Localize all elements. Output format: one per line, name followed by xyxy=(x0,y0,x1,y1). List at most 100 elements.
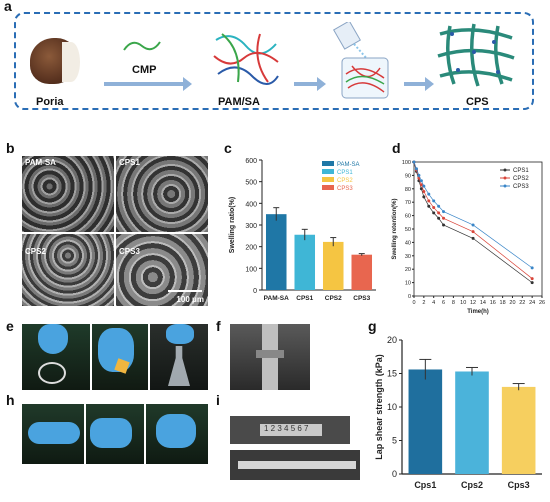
legend-marker xyxy=(503,184,507,188)
panel-label-e: e xyxy=(6,318,14,334)
cmp-label: CMP xyxy=(132,64,157,76)
scale-bar-label: 100 μm xyxy=(176,295,204,304)
y-tick-label: 15 xyxy=(387,369,397,379)
y-tick-label: 40 xyxy=(405,240,411,246)
x-axis-label: Time(h) xyxy=(467,309,489,315)
y-tick-label: 10 xyxy=(387,402,397,412)
bar-cps3 xyxy=(501,386,536,474)
x-tick-label: 8 xyxy=(452,300,455,306)
bar-cps1 xyxy=(408,369,443,474)
photo-e3 xyxy=(150,324,208,390)
x-tick-label: 6 xyxy=(442,300,445,306)
legend-marker xyxy=(503,168,507,172)
data-point-cps2 xyxy=(427,199,431,203)
photo-e1 xyxy=(22,324,90,390)
panel-label-d: d xyxy=(392,140,401,156)
y-axis-label: Lap shear strength (kPa) xyxy=(374,354,384,460)
sem-tile-label: PAM-SA xyxy=(25,158,56,167)
cmp-strand xyxy=(123,41,161,51)
y-tick-label: 100 xyxy=(245,266,257,273)
chart-swelling-ratio: 0 100 200 300 400 500 600 PAM-SA CPS1 CPS2 CPS3 Swe… xyxy=(229,158,376,302)
scale-bar xyxy=(168,290,202,292)
sem-tile-cps1: CPS1 xyxy=(116,156,208,232)
x-tick-label: 20 xyxy=(509,300,515,306)
bar-cps1 xyxy=(294,234,316,290)
y-tick-label: 20 xyxy=(387,335,397,345)
x-tick-label: 10 xyxy=(460,300,466,306)
schematic-frame xyxy=(14,12,534,110)
legend-label: CPS1 xyxy=(513,168,529,174)
legend-swatch xyxy=(322,185,334,190)
data-point-cps3 xyxy=(419,179,423,183)
x-tick-label: 18 xyxy=(500,300,506,306)
beaker-illustration xyxy=(333,22,389,99)
x-tick-label: CPS1 xyxy=(296,295,313,302)
pamsa-network xyxy=(213,33,279,85)
data-point-cps1 xyxy=(437,216,441,220)
y-tick-label: 400 xyxy=(245,201,257,208)
photo-i1: 1 2 3 4 5 6 7 xyxy=(230,416,350,444)
data-point-cps2 xyxy=(530,277,534,281)
data-point-cps3 xyxy=(471,223,475,227)
legend-label: CPS3 xyxy=(513,184,529,190)
x-tick-label: 2 xyxy=(422,300,425,306)
data-point-cps1 xyxy=(530,281,534,285)
data-point-cps3 xyxy=(432,199,436,203)
data-point-cps2 xyxy=(442,216,446,220)
x-tick-label: 14 xyxy=(480,300,486,306)
ruler-markings: 1 2 3 4 5 6 7 xyxy=(264,424,309,433)
arrow-3 xyxy=(404,77,434,91)
y-tick-label: 70 xyxy=(405,200,411,206)
arrow-1 xyxy=(104,77,192,91)
data-point-cps2 xyxy=(432,206,436,210)
data-point-cps3 xyxy=(442,210,446,214)
y-axis-label: Swelling retention(%) xyxy=(392,198,398,259)
data-point-cps2 xyxy=(437,211,441,215)
x-tick-label: CPS2 xyxy=(325,295,342,302)
legend-label: CPS2 xyxy=(513,176,529,182)
y-tick-label: 200 xyxy=(245,245,257,252)
y-tick-label: 20 xyxy=(405,267,411,273)
x-tick-label: 4 xyxy=(432,300,435,306)
sem-tile-cps3: CPS3 100 μm xyxy=(116,234,208,306)
y-tick-label: 5 xyxy=(392,436,397,446)
data-point-cps3 xyxy=(414,167,418,171)
sem-tile-label: CPS3 xyxy=(119,247,140,256)
data-point-cps2 xyxy=(471,230,475,234)
x-tick-label: 0 xyxy=(412,300,415,306)
cps-network xyxy=(437,23,515,87)
legend-label: PAM-SA xyxy=(337,162,360,168)
panel-label-c: c xyxy=(224,140,232,156)
data-point-cps1 xyxy=(427,204,431,208)
photo-i2 xyxy=(230,450,360,480)
x-tick-label: Cps2 xyxy=(461,480,483,490)
y-tick-label: 0 xyxy=(392,469,397,479)
legend-swatch xyxy=(322,169,334,174)
cps-label: CPS xyxy=(466,96,489,108)
y-tick-label: 100 xyxy=(402,160,411,166)
sem-tile-pamsa: PAM-SA xyxy=(22,156,114,232)
pamsa-label: PAM/SA xyxy=(218,96,260,108)
legend-label: CPS1 xyxy=(337,170,353,176)
panel-label-g: g xyxy=(368,318,377,334)
poria-slice xyxy=(62,42,80,82)
y-tick-label: 50 xyxy=(405,227,411,233)
y-tick-label: 300 xyxy=(245,223,257,230)
y-tick-label: 80 xyxy=(405,187,411,193)
data-point-cps1 xyxy=(422,195,426,199)
sem-tile-cps2: CPS2 xyxy=(22,234,114,306)
chart-lap-shear: 0 5 10 15 20 Cps1 Cps2 Cps3 Lap shear strength (… xyxy=(374,335,542,490)
x-tick-label: Cps1 xyxy=(414,480,436,490)
bar-cps2 xyxy=(322,241,344,290)
x-tick-label: 26 xyxy=(539,300,545,306)
bar-cps2 xyxy=(455,371,489,474)
legend-label: CPS3 xyxy=(337,186,353,192)
legend-label: CPS2 xyxy=(337,178,353,184)
legend-marker xyxy=(503,176,507,180)
photo-h3 xyxy=(146,404,208,464)
photo-f-tensile-tester xyxy=(230,324,310,390)
y-tick-label: 10 xyxy=(405,281,411,287)
data-point-cps3 xyxy=(530,266,534,270)
data-point-cps1 xyxy=(442,223,446,227)
